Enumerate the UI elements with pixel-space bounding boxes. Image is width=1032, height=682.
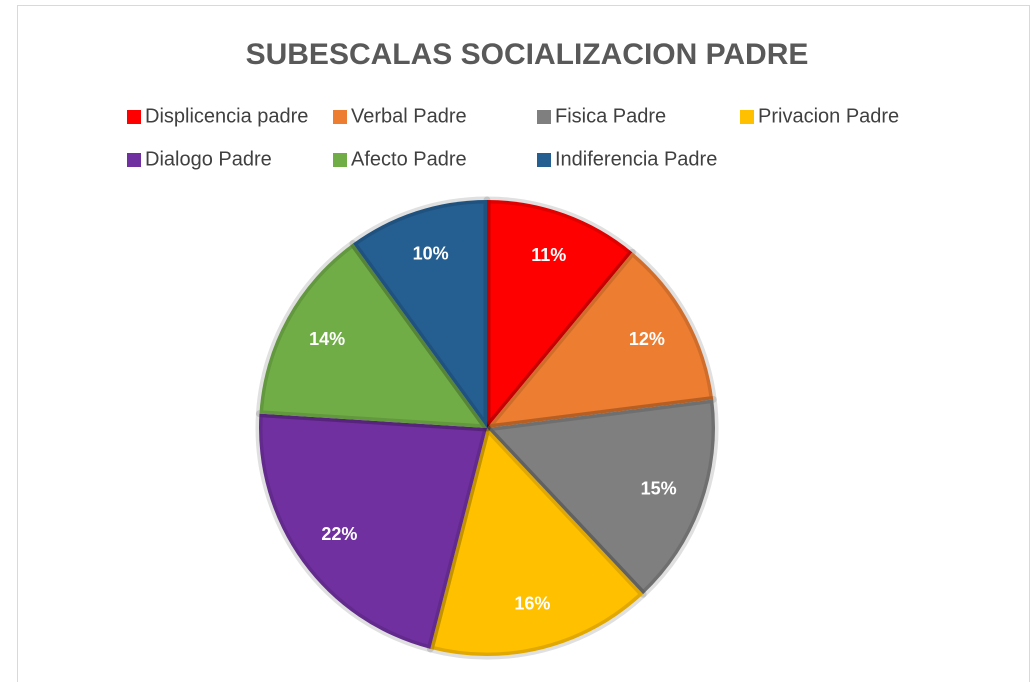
pie-slice bbox=[255, 410, 491, 653]
legend-swatch bbox=[537, 153, 551, 167]
pie-slice bbox=[426, 424, 647, 660]
legend-label: Afecto Padre bbox=[351, 148, 467, 170]
data-label: 12% bbox=[629, 329, 665, 349]
chart-title: SUBESCALAS SOCIALIZACION PADRE bbox=[246, 38, 809, 71]
data-label: 10% bbox=[413, 243, 449, 263]
legend-label: Verbal Padre bbox=[351, 105, 467, 127]
legend-swatch bbox=[127, 110, 141, 124]
legend-swatch bbox=[537, 110, 551, 124]
legend-swatch bbox=[740, 110, 754, 124]
pie-slice bbox=[349, 196, 491, 432]
legend-label: Privacion Padre bbox=[758, 105, 899, 127]
pie-slice bbox=[483, 196, 636, 432]
data-label: 15% bbox=[641, 479, 677, 499]
data-label: 11% bbox=[531, 245, 566, 265]
legend-label: Displicencia padre bbox=[145, 105, 308, 127]
pie-slice bbox=[483, 248, 717, 432]
data-label: 14% bbox=[309, 329, 345, 349]
data-label: 16% bbox=[514, 593, 550, 613]
legend-swatch bbox=[127, 153, 141, 167]
legend-label: Indiferencia Padre bbox=[555, 148, 717, 170]
legend-label: Dialogo Padre bbox=[145, 148, 272, 170]
legend-swatch bbox=[333, 153, 347, 167]
legend-label: Fisica Padre bbox=[555, 105, 666, 127]
pie-slice bbox=[255, 240, 491, 432]
data-label: 22% bbox=[321, 524, 357, 544]
legend-swatch bbox=[333, 110, 347, 124]
pie-slice bbox=[483, 395, 719, 598]
